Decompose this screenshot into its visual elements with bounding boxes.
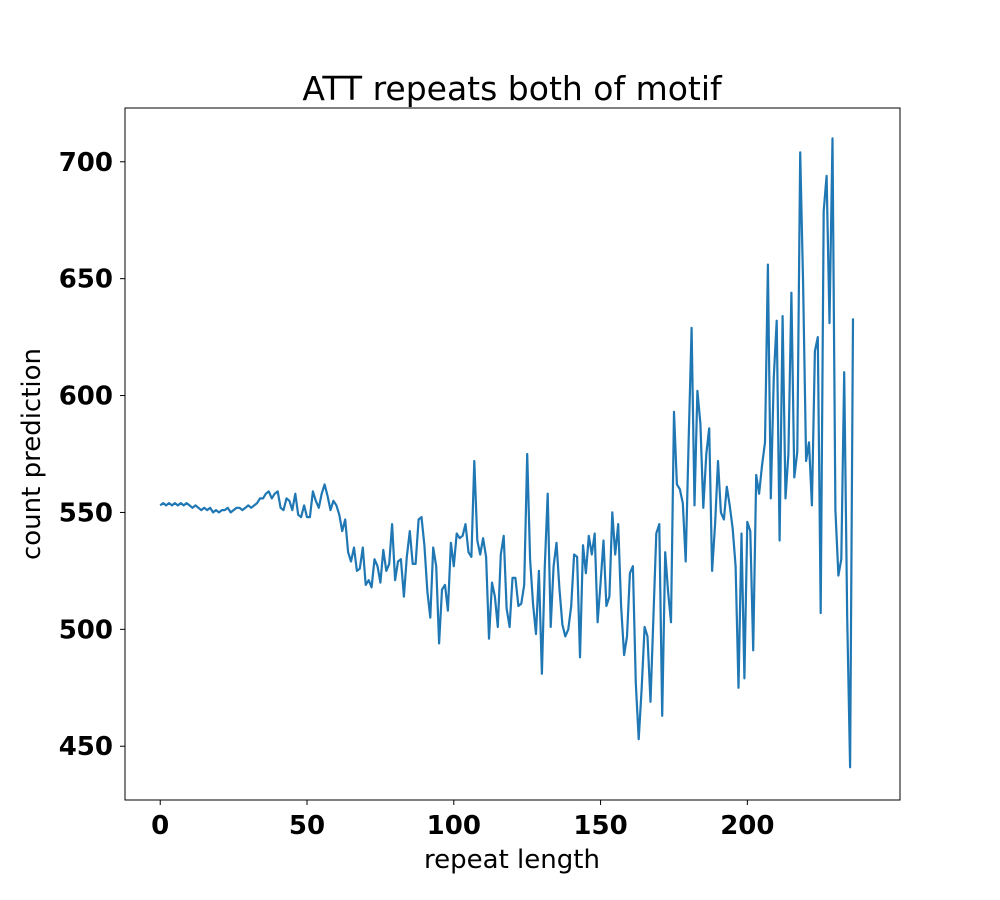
y-tick-label: 550 [59, 498, 113, 528]
x-tick-label: 50 [289, 811, 325, 841]
y-tick-label: 500 [59, 615, 113, 645]
x-axis: 0 50 100 150 200 [151, 800, 774, 841]
y-tick-label: 450 [59, 732, 113, 762]
series-line-count-prediction [159, 137, 855, 769]
x-axis-label: repeat length [424, 845, 600, 875]
x-tick-label: 0 [151, 811, 169, 841]
x-tick-label: 200 [720, 811, 774, 841]
x-tick-label: 100 [427, 811, 481, 841]
plot-area-frame [124, 107, 901, 801]
y-tick-label: 700 [59, 148, 113, 178]
y-tick-label: 650 [59, 265, 113, 295]
chart-title: ATT repeats both of motif [302, 69, 723, 108]
y-axis-label: count prediction [17, 348, 47, 560]
x-tick-label: 150 [573, 811, 627, 841]
y-axis: 450 500 550 600 650 700 [59, 148, 125, 762]
y-tick-label: 600 [59, 382, 113, 412]
